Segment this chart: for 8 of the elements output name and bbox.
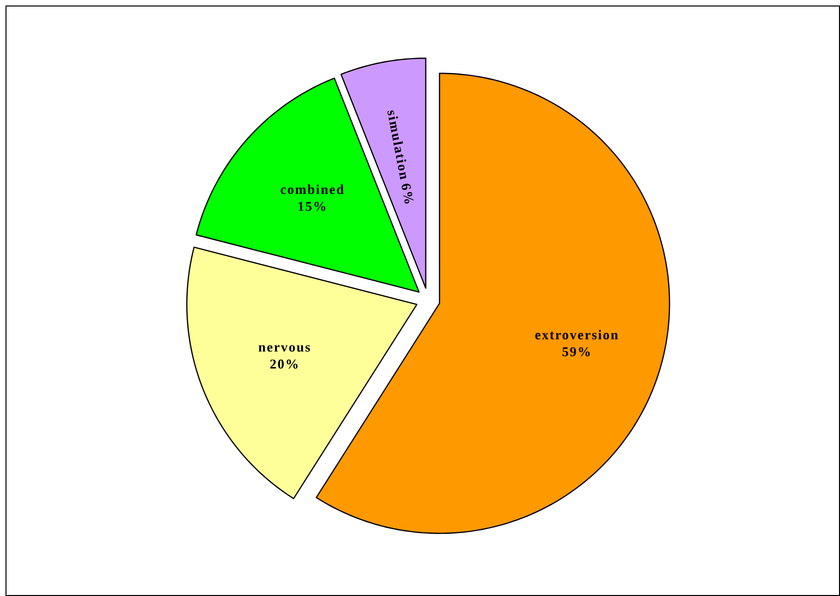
slice-label: combined bbox=[280, 184, 344, 194]
data-label: 6% bbox=[402, 184, 414, 204]
slice-label: nervous bbox=[258, 345, 310, 352]
data-label: 15% bbox=[298, 202, 326, 211]
data-label: 59% bbox=[562, 347, 590, 356]
slice-label: extroversion bbox=[535, 330, 618, 340]
data-label: 20% bbox=[270, 360, 298, 369]
slice-label: simulation bbox=[387, 110, 406, 180]
